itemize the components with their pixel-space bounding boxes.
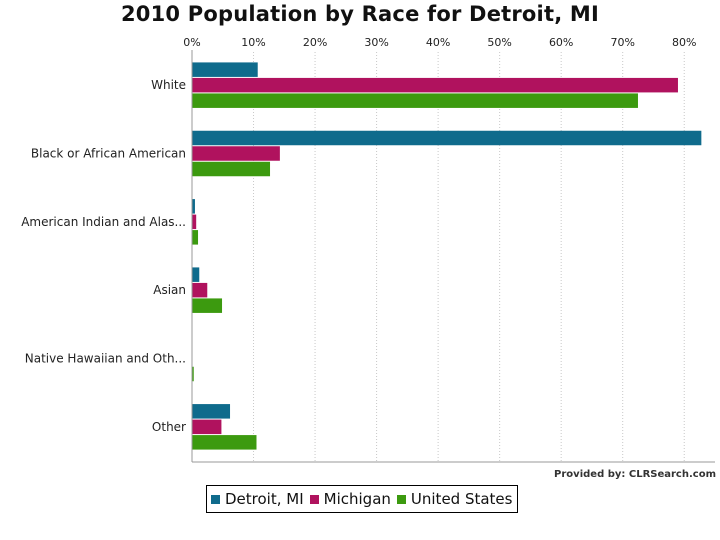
chart-legend: Detroit, MI Michigan United States [206, 485, 519, 513]
bar-michigan [192, 419, 222, 435]
legend-item-michigan[interactable]: Michigan [309, 490, 391, 508]
bar-united-states [192, 298, 223, 313]
x-tick-label: 0% [183, 36, 200, 49]
legend-label: United States [410, 490, 513, 508]
bar-united-states [192, 230, 199, 245]
x-tick-label: 40% [426, 36, 450, 49]
bar-united-states [192, 93, 638, 108]
y-category-label: American Indian and Alas... [21, 215, 186, 229]
x-tick-label: 30% [364, 36, 388, 49]
x-tick-label: 70% [610, 36, 634, 49]
y-category-label: Native Hawaiian and Oth... [25, 352, 186, 366]
bar-united-states [192, 366, 194, 382]
legend-swatch [396, 494, 406, 504]
y-category-label: White [151, 78, 186, 92]
legend-item-detroit[interactable]: Detroit, MI [211, 490, 304, 508]
x-tick-label: 60% [549, 36, 573, 49]
legend-swatch [309, 494, 319, 504]
legend-label: Detroit, MI [225, 490, 304, 508]
bar-united-states [192, 435, 257, 450]
chart-title: 2010 Population by Race for Detroit, MI [121, 2, 599, 26]
x-tick-label: 80% [672, 36, 696, 49]
bar-detroit-mi [192, 62, 258, 77]
bar-michigan [192, 77, 678, 93]
bar-detroit-mi [192, 267, 200, 282]
x-tick-label: 20% [303, 36, 327, 49]
y-category-label: Asian [153, 283, 186, 297]
legend-swatch [211, 494, 220, 504]
provider-credit: Provided by: CLRSearch.com [554, 469, 716, 480]
bar-united-states [192, 161, 271, 177]
y-category-label: Other [152, 420, 186, 434]
bar-detroit-mi [192, 199, 195, 214]
x-tick-label: 50% [487, 36, 511, 49]
bar-detroit-mi [192, 404, 231, 419]
bar-michigan [192, 282, 208, 298]
bar-michigan [192, 146, 280, 161]
bar-detroit-mi [192, 130, 702, 146]
y-category-label: Black or African American [31, 147, 186, 161]
x-tick-label: 10% [241, 36, 265, 49]
bar-michigan [192, 214, 197, 230]
legend-label: Michigan [323, 490, 391, 508]
legend-item-united-states[interactable]: United States [396, 490, 513, 508]
